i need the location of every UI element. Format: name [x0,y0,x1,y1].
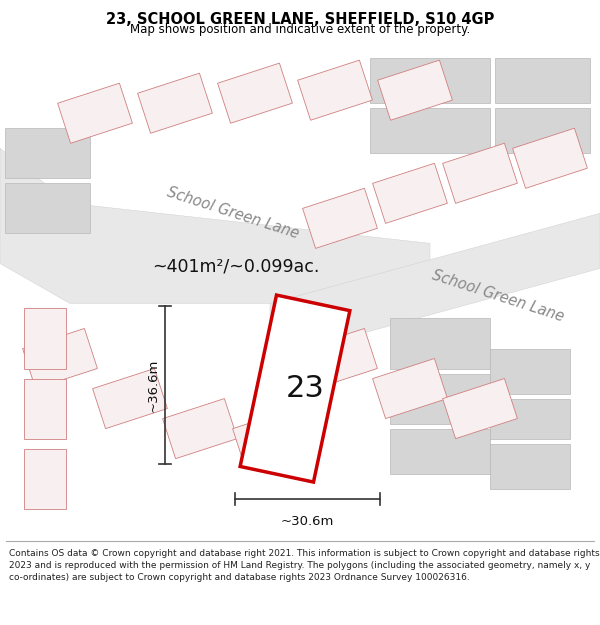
Polygon shape [390,429,490,474]
Text: 23: 23 [286,374,325,403]
Polygon shape [370,108,490,153]
Polygon shape [495,58,590,103]
Polygon shape [443,143,517,203]
Polygon shape [0,148,430,304]
Polygon shape [5,128,90,178]
Polygon shape [137,73,212,133]
Polygon shape [302,188,377,248]
Text: ~36.6m: ~36.6m [146,358,160,412]
Polygon shape [302,329,377,389]
Text: Map shows position and indicative extent of the property.: Map shows position and indicative extent… [130,23,470,36]
Polygon shape [390,374,490,424]
Polygon shape [377,60,452,120]
Polygon shape [390,319,490,369]
Polygon shape [58,83,133,143]
Polygon shape [443,379,517,439]
Polygon shape [24,449,66,509]
Polygon shape [92,369,167,429]
Polygon shape [370,58,490,103]
Text: School Green Lane: School Green Lane [430,268,566,325]
Polygon shape [5,183,90,233]
Polygon shape [24,379,66,439]
Polygon shape [490,399,570,439]
Polygon shape [490,444,570,489]
Polygon shape [218,63,292,123]
Polygon shape [373,359,448,419]
Polygon shape [373,163,448,223]
Polygon shape [163,399,238,459]
Text: ~401m²/~0.099ac.: ~401m²/~0.099ac. [152,258,319,276]
Polygon shape [23,329,97,389]
Polygon shape [495,108,590,153]
Text: School Green Lane: School Green Lane [165,185,301,242]
Text: 23, SCHOOL GREEN LANE, SHEFFIELD, S10 4GP: 23, SCHOOL GREEN LANE, SHEFFIELD, S10 4G… [106,12,494,27]
Text: Contains OS data © Crown copyright and database right 2021. This information is : Contains OS data © Crown copyright and d… [9,549,599,582]
Polygon shape [490,349,570,394]
Polygon shape [298,60,373,120]
Text: ~30.6m: ~30.6m [281,515,334,528]
Polygon shape [270,213,600,359]
Polygon shape [240,295,350,482]
Polygon shape [233,409,307,469]
Polygon shape [24,309,66,369]
Polygon shape [512,128,587,188]
